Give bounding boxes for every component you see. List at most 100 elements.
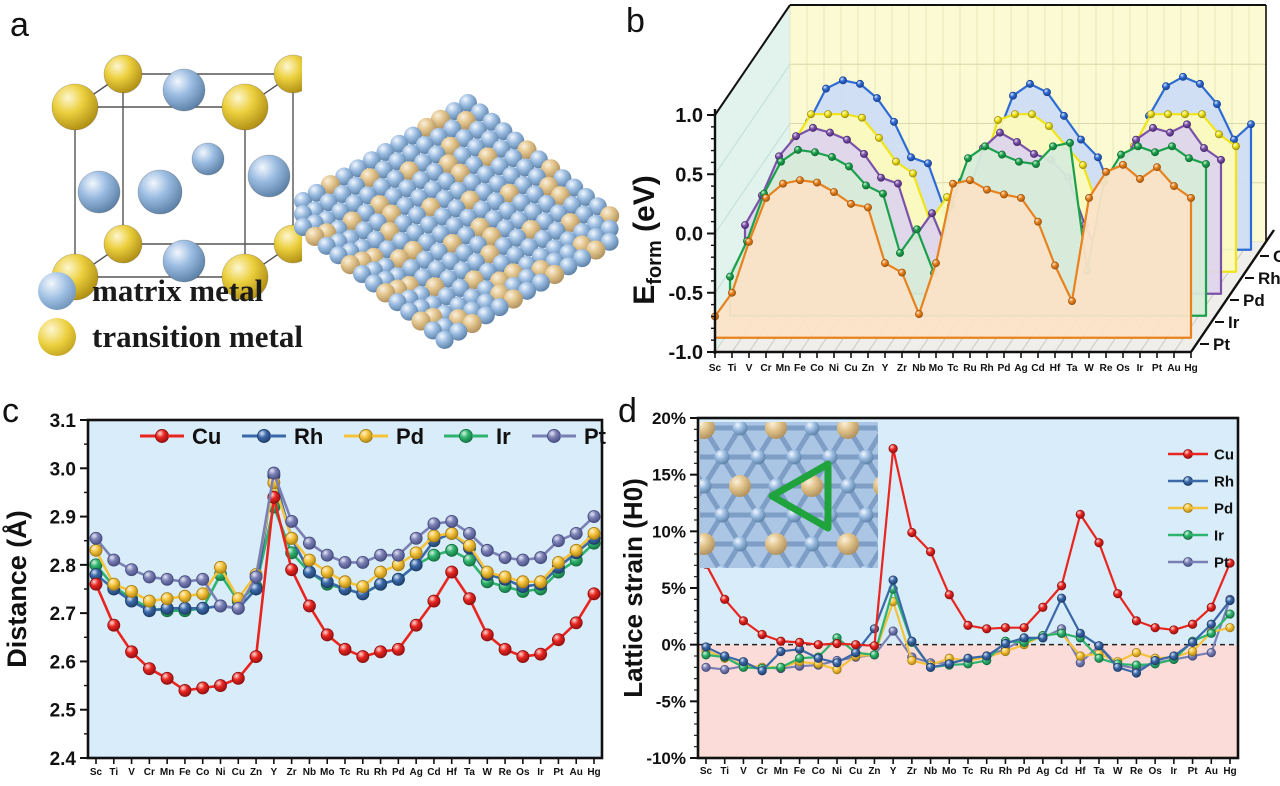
svg-text:Re: Re [1099, 363, 1112, 374]
svg-text:Pd: Pd [1243, 291, 1265, 310]
eform-3d-waterfall-chart: 1.0 0.5 0.0 -0.5 -1.0 Sc Ti V Cr Mn Fe Co Ni Cu Zn Y Zr N… [628, 4, 1280, 374]
legend-row-transition-metal: transition metal [38, 318, 303, 356]
svg-text:Cd: Cd [1055, 766, 1068, 777]
svg-text:Ag: Ag [1036, 766, 1049, 777]
svg-text:Ta: Ta [464, 767, 475, 778]
svg-text:1.0: 1.0 [675, 105, 703, 127]
svg-text:5%: 5% [661, 579, 686, 598]
svg-text:Sc: Sc [90, 767, 103, 778]
svg-text:20%: 20% [652, 409, 686, 428]
svg-text:Au: Au [1205, 766, 1218, 777]
svg-text:Au: Au [570, 767, 583, 778]
svg-text:Rh: Rh [1214, 474, 1234, 491]
svg-text:Co: Co [196, 767, 209, 778]
svg-text:V: V [128, 767, 135, 778]
svg-text:W: W [483, 767, 493, 778]
svg-text:Pd: Pd [1018, 766, 1031, 777]
svg-text:Ir: Ir [537, 767, 544, 778]
svg-text:W: W [1113, 766, 1123, 777]
svg-text:V: V [746, 363, 753, 374]
svg-text:Sc: Sc [709, 363, 722, 374]
svg-text:Distance (Å): Distance (Å) [1, 510, 32, 668]
svg-text:Pd: Pd [997, 363, 1010, 374]
svg-text:Rh: Rh [374, 767, 387, 778]
svg-text:Cd: Cd [1031, 363, 1045, 374]
svg-text:Pd: Pd [396, 424, 424, 449]
svg-text:0%: 0% [661, 636, 686, 655]
svg-text:Pt: Pt [1214, 555, 1229, 572]
svg-text:Fe: Fe [794, 766, 806, 777]
svg-text:Tc: Tc [947, 363, 958, 374]
svg-text:Ni: Ni [832, 766, 842, 777]
svg-text:Pt: Pt [553, 767, 564, 778]
svg-text:3.1: 3.1 [50, 411, 77, 432]
transition-metal-sphere-icon [38, 318, 76, 356]
svg-text:-5%: -5% [656, 692, 686, 711]
panel-label-a: a [10, 6, 29, 44]
svg-text:Ir: Ir [1137, 363, 1144, 374]
svg-text:-1.0: -1.0 [669, 342, 703, 364]
svg-text:2.8: 2.8 [50, 556, 76, 577]
svg-text:Ti: Ti [728, 363, 737, 374]
svg-text:Pt: Pt [1152, 363, 1163, 374]
svg-text:Fe: Fe [794, 363, 806, 374]
svg-text:Re: Re [499, 767, 512, 778]
svg-text:Ir: Ir [1214, 528, 1224, 545]
svg-text:Zr: Zr [897, 363, 907, 374]
svg-text:Rh: Rh [294, 424, 323, 449]
svg-text:Mn: Mn [774, 766, 788, 777]
distance-line-chart: 3.1 3.0 2.9 2.8 2.7 2.6 2.5 2.4 Sc Ti V Cr Mn Fe Co Ni C… [1, 411, 607, 778]
alloy-slab-figure [294, 94, 620, 349]
svg-text:Au: Au [1167, 363, 1181, 374]
panel-label-b: b [626, 2, 645, 40]
svg-text:Y: Y [271, 767, 278, 778]
svg-text:Pd: Pd [392, 767, 405, 778]
svg-text:2.9: 2.9 [50, 508, 76, 529]
svg-text:-0.5: -0.5 [669, 283, 703, 305]
svg-text:2.6: 2.6 [50, 652, 76, 673]
svg-text:Hg: Hg [1184, 363, 1198, 374]
svg-text:Hg: Hg [587, 767, 600, 778]
svg-text:15%: 15% [652, 466, 686, 485]
svg-text:Hg: Hg [1223, 766, 1236, 777]
svg-text:Ta: Ta [1066, 363, 1077, 374]
svg-text:Os: Os [516, 767, 530, 778]
svg-text:V: V [740, 766, 747, 777]
matrix-metal-label: matrix metal [92, 272, 264, 308]
svg-text:Ni: Ni [216, 767, 226, 778]
svg-text:Cu: Cu [1214, 447, 1234, 464]
svg-text:Zr: Zr [907, 766, 917, 777]
svg-text:Mo: Mo [929, 363, 944, 374]
svg-text:Cd: Cd [427, 767, 440, 778]
svg-text:Tc: Tc [963, 766, 974, 777]
svg-text:Sc: Sc [700, 766, 713, 777]
svg-text:Rh: Rh [999, 766, 1012, 777]
svg-text:Y: Y [882, 363, 889, 374]
svg-text:Ag: Ag [409, 767, 422, 778]
svg-text:Mo: Mo [942, 766, 956, 777]
svg-text:Cu: Cu [1273, 247, 1280, 266]
svg-text:Zn: Zn [862, 363, 874, 374]
legend-row-matrix-metal: matrix metal [38, 272, 303, 310]
svg-text:Cr: Cr [760, 363, 771, 374]
svg-text:Co: Co [812, 766, 825, 777]
svg-text:Zr: Zr [287, 767, 297, 778]
svg-text:Cu: Cu [192, 424, 221, 449]
unit-cell-figure [51, 54, 302, 301]
svg-text:Ti: Ti [109, 767, 118, 778]
svg-text:10%: 10% [652, 522, 686, 541]
svg-text:0.0: 0.0 [675, 224, 703, 246]
svg-text:Ru: Ru [356, 767, 369, 778]
svg-text:Rh: Rh [1258, 269, 1280, 288]
svg-text:Eform (eV): Eform (eV) [628, 175, 666, 304]
svg-text:Lattice strain (H0): Lattice strain (H0) [620, 478, 648, 698]
matrix-metal-sphere-icon [38, 272, 76, 310]
svg-text:Hf: Hf [446, 767, 457, 778]
svg-text:Mn: Mn [776, 363, 791, 374]
svg-text:Os: Os [1148, 766, 1162, 777]
svg-text:Zn: Zn [868, 766, 880, 777]
svg-text:Ir: Ir [1228, 313, 1240, 332]
svg-text:Cu: Cu [849, 766, 862, 777]
svg-text:-10%: -10% [646, 749, 686, 768]
